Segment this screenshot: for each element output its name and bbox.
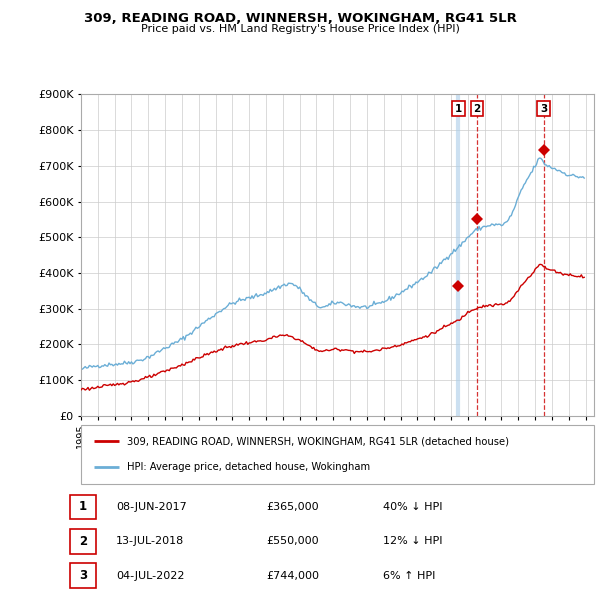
Text: 309, READING ROAD, WINNERSH, WOKINGHAM, RG41 5LR (detached house): 309, READING ROAD, WINNERSH, WOKINGHAM, … [127,437,509,446]
Text: £365,000: £365,000 [266,502,319,512]
Text: £550,000: £550,000 [266,536,319,546]
Text: 12% ↓ HPI: 12% ↓ HPI [383,536,442,546]
Text: 2: 2 [473,104,481,114]
Text: 04-JUL-2022: 04-JUL-2022 [116,571,185,581]
Text: Price paid vs. HM Land Registry's House Price Index (HPI): Price paid vs. HM Land Registry's House … [140,24,460,34]
Text: HPI: Average price, detached house, Wokingham: HPI: Average price, detached house, Woki… [127,463,370,472]
Text: £744,000: £744,000 [266,571,320,581]
Text: 309, READING ROAD, WINNERSH, WOKINGHAM, RG41 5LR: 309, READING ROAD, WINNERSH, WOKINGHAM, … [83,12,517,25]
Bar [70,529,95,553]
Bar [70,563,95,588]
Text: 3: 3 [540,104,547,114]
Text: 2: 2 [79,535,87,548]
Bar [70,494,95,519]
Text: 6% ↑ HPI: 6% ↑ HPI [383,571,435,581]
Text: 08-JUN-2017: 08-JUN-2017 [116,502,187,512]
Text: 1: 1 [79,500,87,513]
Text: 1: 1 [455,104,462,114]
Text: 3: 3 [79,569,87,582]
Text: 40% ↓ HPI: 40% ↓ HPI [383,502,442,512]
Text: 13-JUL-2018: 13-JUL-2018 [116,536,184,546]
